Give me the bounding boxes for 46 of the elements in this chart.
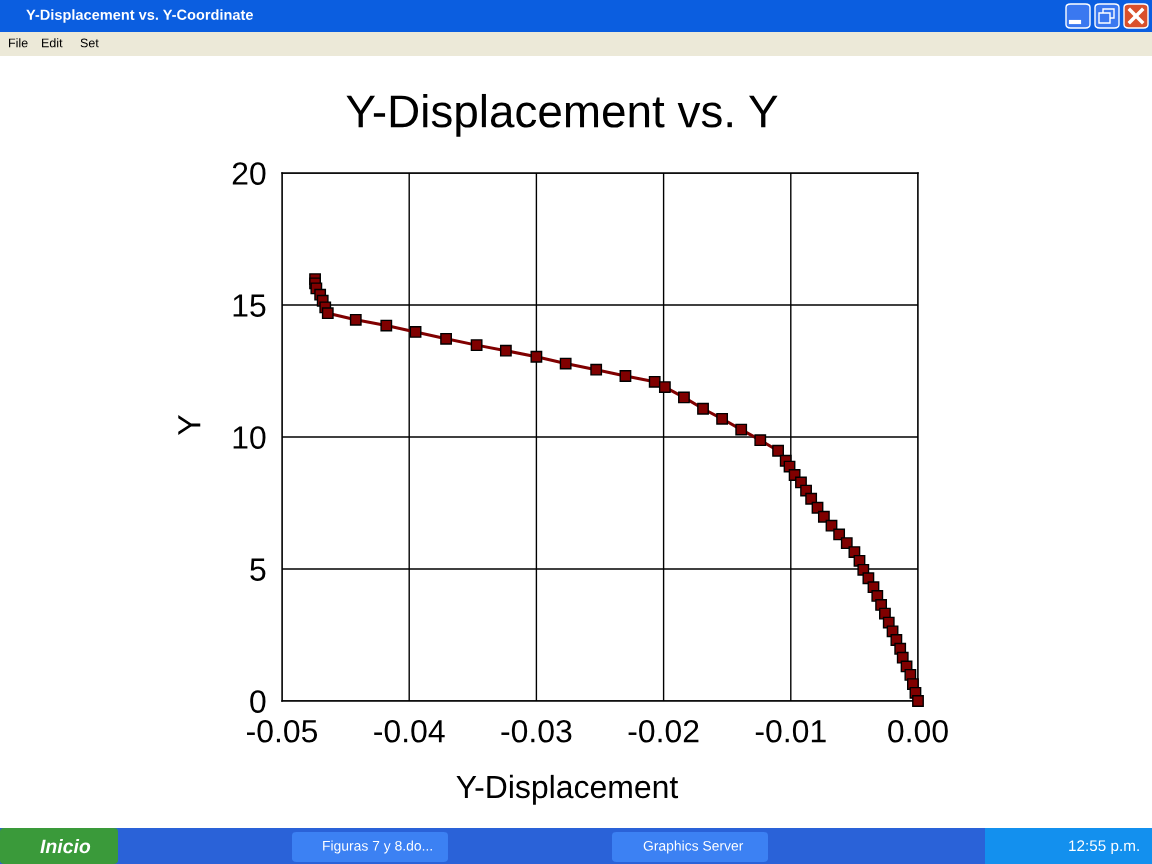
point — [678, 391, 690, 404]
y-tick-label: 5 — [250, 558, 266, 581]
x-axis-title: Y-Displacement — [456, 774, 679, 805]
text: File — [9, 38, 28, 48]
point — [590, 363, 603, 376]
point — [380, 319, 393, 332]
point — [772, 444, 784, 457]
point — [817, 510, 830, 523]
y-tick-label: 10 — [233, 426, 266, 449]
point — [912, 695, 924, 707]
chart-title: Y-Displacement vs. Y — [346, 93, 778, 137]
text: Graphics Server — [643, 840, 744, 854]
y-tick-label: 0 — [250, 690, 266, 713]
point — [530, 350, 543, 363]
point — [805, 492, 818, 505]
text: Edit — [42, 38, 63, 48]
x-tick-label: -0.01 — [755, 719, 826, 743]
point — [648, 375, 661, 388]
point — [499, 344, 512, 357]
point — [409, 326, 422, 338]
point — [619, 370, 632, 382]
point — [658, 381, 671, 394]
y-axis-title: Y — [178, 415, 201, 435]
point — [735, 423, 748, 436]
x-tick-label: -0.04 — [374, 719, 445, 743]
point — [349, 313, 362, 326]
text: Set — [80, 38, 99, 48]
text: 12:55 p.m. — [1069, 840, 1139, 855]
point — [840, 537, 853, 550]
point — [559, 357, 572, 370]
point — [848, 546, 861, 559]
point — [697, 402, 709, 415]
text: Y-Displacement vs. Y-Coordinate — [26, 9, 253, 23]
x-tick-label: -0.05 — [247, 719, 318, 743]
text: Figuras 7 y 8.do... — [323, 840, 432, 854]
point — [321, 307, 334, 320]
text: Inicio — [40, 838, 91, 854]
point — [754, 434, 767, 447]
y-tick-label: 15 — [233, 294, 266, 317]
point — [440, 332, 452, 345]
x-tick-label: 0.00 — [888, 719, 948, 743]
point — [716, 412, 729, 425]
point — [470, 339, 483, 352]
y-tick-label: 20 — [232, 162, 266, 185]
x-tick-label: -0.02 — [628, 719, 699, 743]
x-tick-label: -0.03 — [501, 719, 572, 743]
